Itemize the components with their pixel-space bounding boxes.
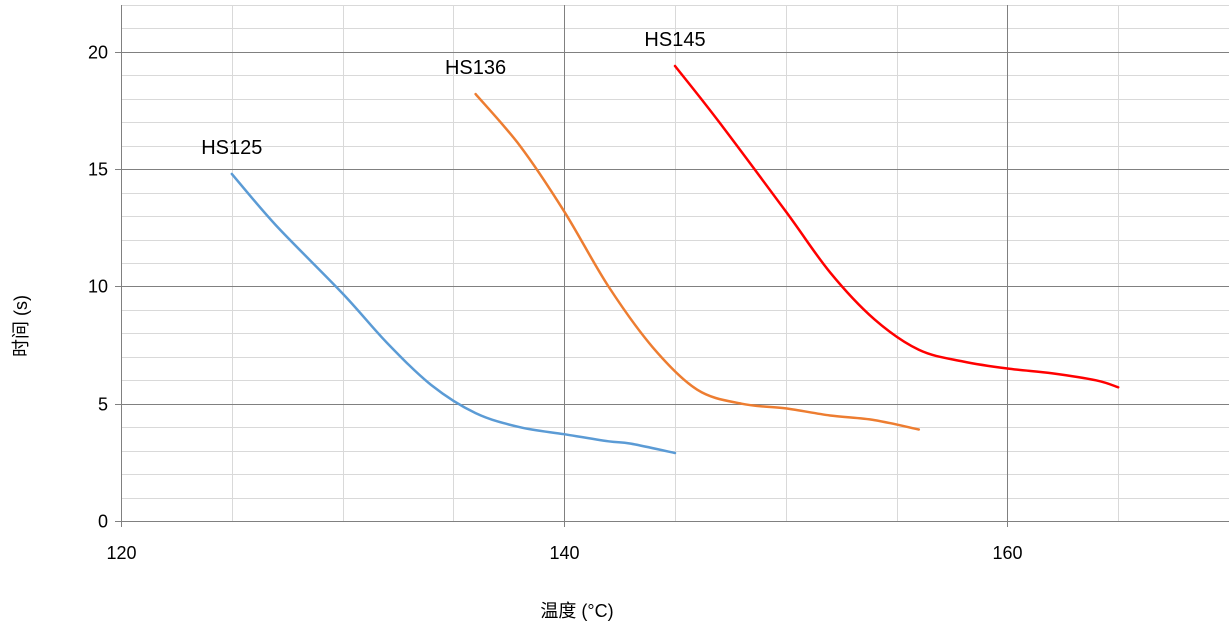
- x-tick-label: 160: [992, 543, 1022, 563]
- series-line-hs136: [476, 94, 919, 429]
- series-line-hs145: [675, 66, 1118, 387]
- x-axis-title: 温度 (°C): [540, 601, 613, 621]
- x-tick-label: 120: [106, 543, 136, 563]
- x-tick-label: 140: [549, 543, 579, 563]
- y-tick-label: 0: [98, 512, 108, 532]
- grid: [121, 5, 1229, 521]
- y-tick-label: 5: [98, 395, 108, 415]
- y-tick-label: 10: [88, 277, 108, 297]
- y-tick-label: 15: [88, 160, 108, 180]
- series-label-hs136: HS136: [445, 57, 506, 79]
- series-label-hs145: HS145: [644, 29, 705, 51]
- y-tick-label: 20: [88, 43, 108, 63]
- axes: 0 5 10 15 20 120 140 160: [88, 5, 1229, 563]
- series-label-hs125: HS125: [201, 137, 262, 159]
- y-axis-title: 时间 (s): [11, 295, 31, 357]
